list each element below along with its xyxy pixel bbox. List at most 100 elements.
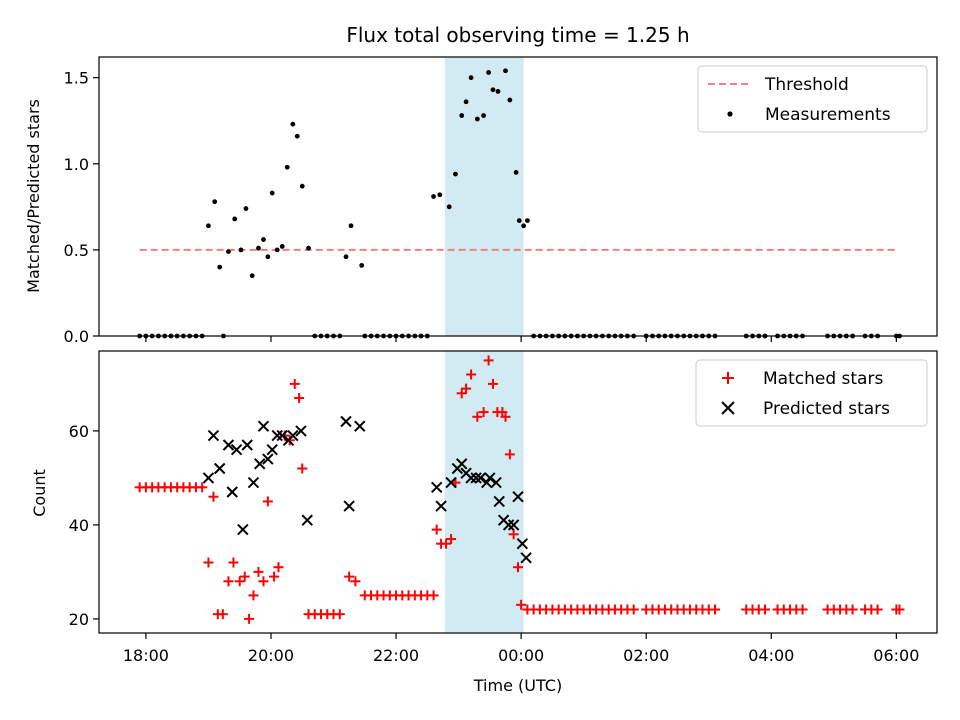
predicted-star-point (230, 443, 243, 456)
legend-box (695, 359, 928, 427)
measurement-point (486, 70, 492, 75)
measurement-point (279, 244, 285, 249)
highlight-span-rect (444, 57, 524, 336)
measurement-point (459, 113, 465, 118)
ratio-y-ticks: 0.0 0.5 1.0 1.5 (64, 69, 99, 346)
measurement-point (474, 116, 480, 122)
measurement-point (261, 237, 266, 242)
predicted-star-point (354, 420, 366, 432)
matched-star-point (203, 557, 214, 568)
measurement-point (269, 190, 275, 196)
measurement-point (290, 121, 296, 127)
measurement-point (212, 199, 218, 205)
predicted-star-point (445, 476, 457, 489)
predicted-star-point (241, 439, 253, 451)
counts-panel: 20 40 60 18:00 20:00 22:00 00:00 02:00 04:00 06:… (30, 350, 938, 665)
matched-star-point (461, 383, 472, 394)
predicted-star-point (266, 443, 278, 456)
predicted-star-point (456, 458, 468, 470)
matched-star-point (466, 369, 477, 380)
x-stroke-b (301, 514, 313, 526)
measurement-point (226, 249, 231, 255)
legend-box (697, 65, 928, 133)
axes-frame (98, 56, 938, 337)
x-stroke-b (502, 519, 515, 531)
predicted-star-point (516, 537, 529, 550)
measurement-point (232, 216, 238, 222)
x-stroke-b (474, 472, 487, 484)
measurement-point (513, 169, 519, 175)
x-stroke-b (254, 458, 266, 470)
measurement-point (503, 68, 508, 74)
x-stroke-b (287, 429, 299, 442)
predicted-star-point (257, 420, 270, 432)
predicted-star-point (254, 458, 266, 470)
x-stroke-b (226, 486, 238, 498)
measurement-point (521, 223, 527, 229)
matched-star-point (456, 388, 467, 399)
x-tick-label: 22:00 (373, 646, 419, 665)
predicted-star-point (287, 429, 299, 442)
predicted-star-point (295, 425, 307, 437)
measurement-point (446, 204, 452, 210)
matched-star-point (872, 604, 883, 615)
ratio-y-axis-label: Matched/Predicted stars (24, 99, 43, 293)
legend-matched-swatch (722, 372, 734, 384)
matched-star-point (297, 463, 308, 474)
matched-star-point (262, 496, 273, 507)
x-stroke-b (435, 500, 447, 512)
y-tick-label: 0.0 (64, 327, 89, 346)
measurement-point (265, 254, 271, 260)
counts-y-axis-label: Count (30, 469, 49, 517)
matched-star-point (269, 571, 280, 582)
matched-star-point (244, 613, 255, 624)
x-stroke-b (430, 481, 443, 494)
ratio-x-ticks (145, 336, 897, 342)
matched-star-point (334, 609, 345, 620)
predicted-star-point (207, 429, 220, 442)
matched-star-point (446, 534, 457, 544)
x-axis-label: Time (UTC) (473, 676, 562, 695)
matched-star-point (228, 557, 239, 568)
counts-x-ticks: 18:00 20:00 22:00 00:00 02:00 04:00 06:00 (123, 633, 919, 665)
measurement-point (463, 99, 469, 105)
matched-star-point (847, 604, 858, 615)
measurement-point (516, 218, 522, 224)
legend-measurement-swatch (727, 111, 733, 117)
matched-star-point (441, 538, 452, 549)
measurement-point (238, 247, 244, 253)
x-stroke-b (507, 519, 520, 531)
measurement-point (524, 218, 530, 224)
x-tick-label: 20:00 (248, 646, 294, 665)
matched-star-point (508, 529, 519, 540)
y-tick-label: 60 (69, 422, 89, 441)
predicted-star-point (435, 500, 447, 512)
predicted-star-point (520, 552, 532, 564)
predicted-star-point (430, 481, 443, 494)
x-stroke-b (207, 429, 220, 442)
legend-entry-label: Threshold (764, 75, 849, 95)
x-stroke-b (520, 552, 532, 564)
matched-star-point (483, 355, 494, 366)
predicted-star-point (222, 439, 235, 451)
measurement-point (243, 206, 249, 211)
x-stroke-b (456, 458, 468, 470)
x-stroke-b (493, 495, 505, 508)
x-tick-label: 00:00 (498, 646, 544, 665)
predicted-star-point (247, 476, 260, 489)
x-stroke-b (237, 523, 249, 536)
matched-star-point (500, 411, 511, 422)
matched-star-point (253, 566, 264, 577)
y-tick-label: 1.0 (64, 155, 89, 174)
matched-star-point (208, 491, 219, 502)
counts-highlight-span (444, 351, 524, 633)
measurement-points (137, 68, 902, 339)
measurement-point (284, 164, 290, 170)
x-stroke-b (445, 476, 457, 489)
matched-star-point (248, 590, 259, 601)
x-stroke-b (295, 425, 307, 437)
x-stroke-b (276, 429, 288, 442)
matched-star-point (289, 378, 300, 389)
predicted-star-point (465, 472, 477, 484)
